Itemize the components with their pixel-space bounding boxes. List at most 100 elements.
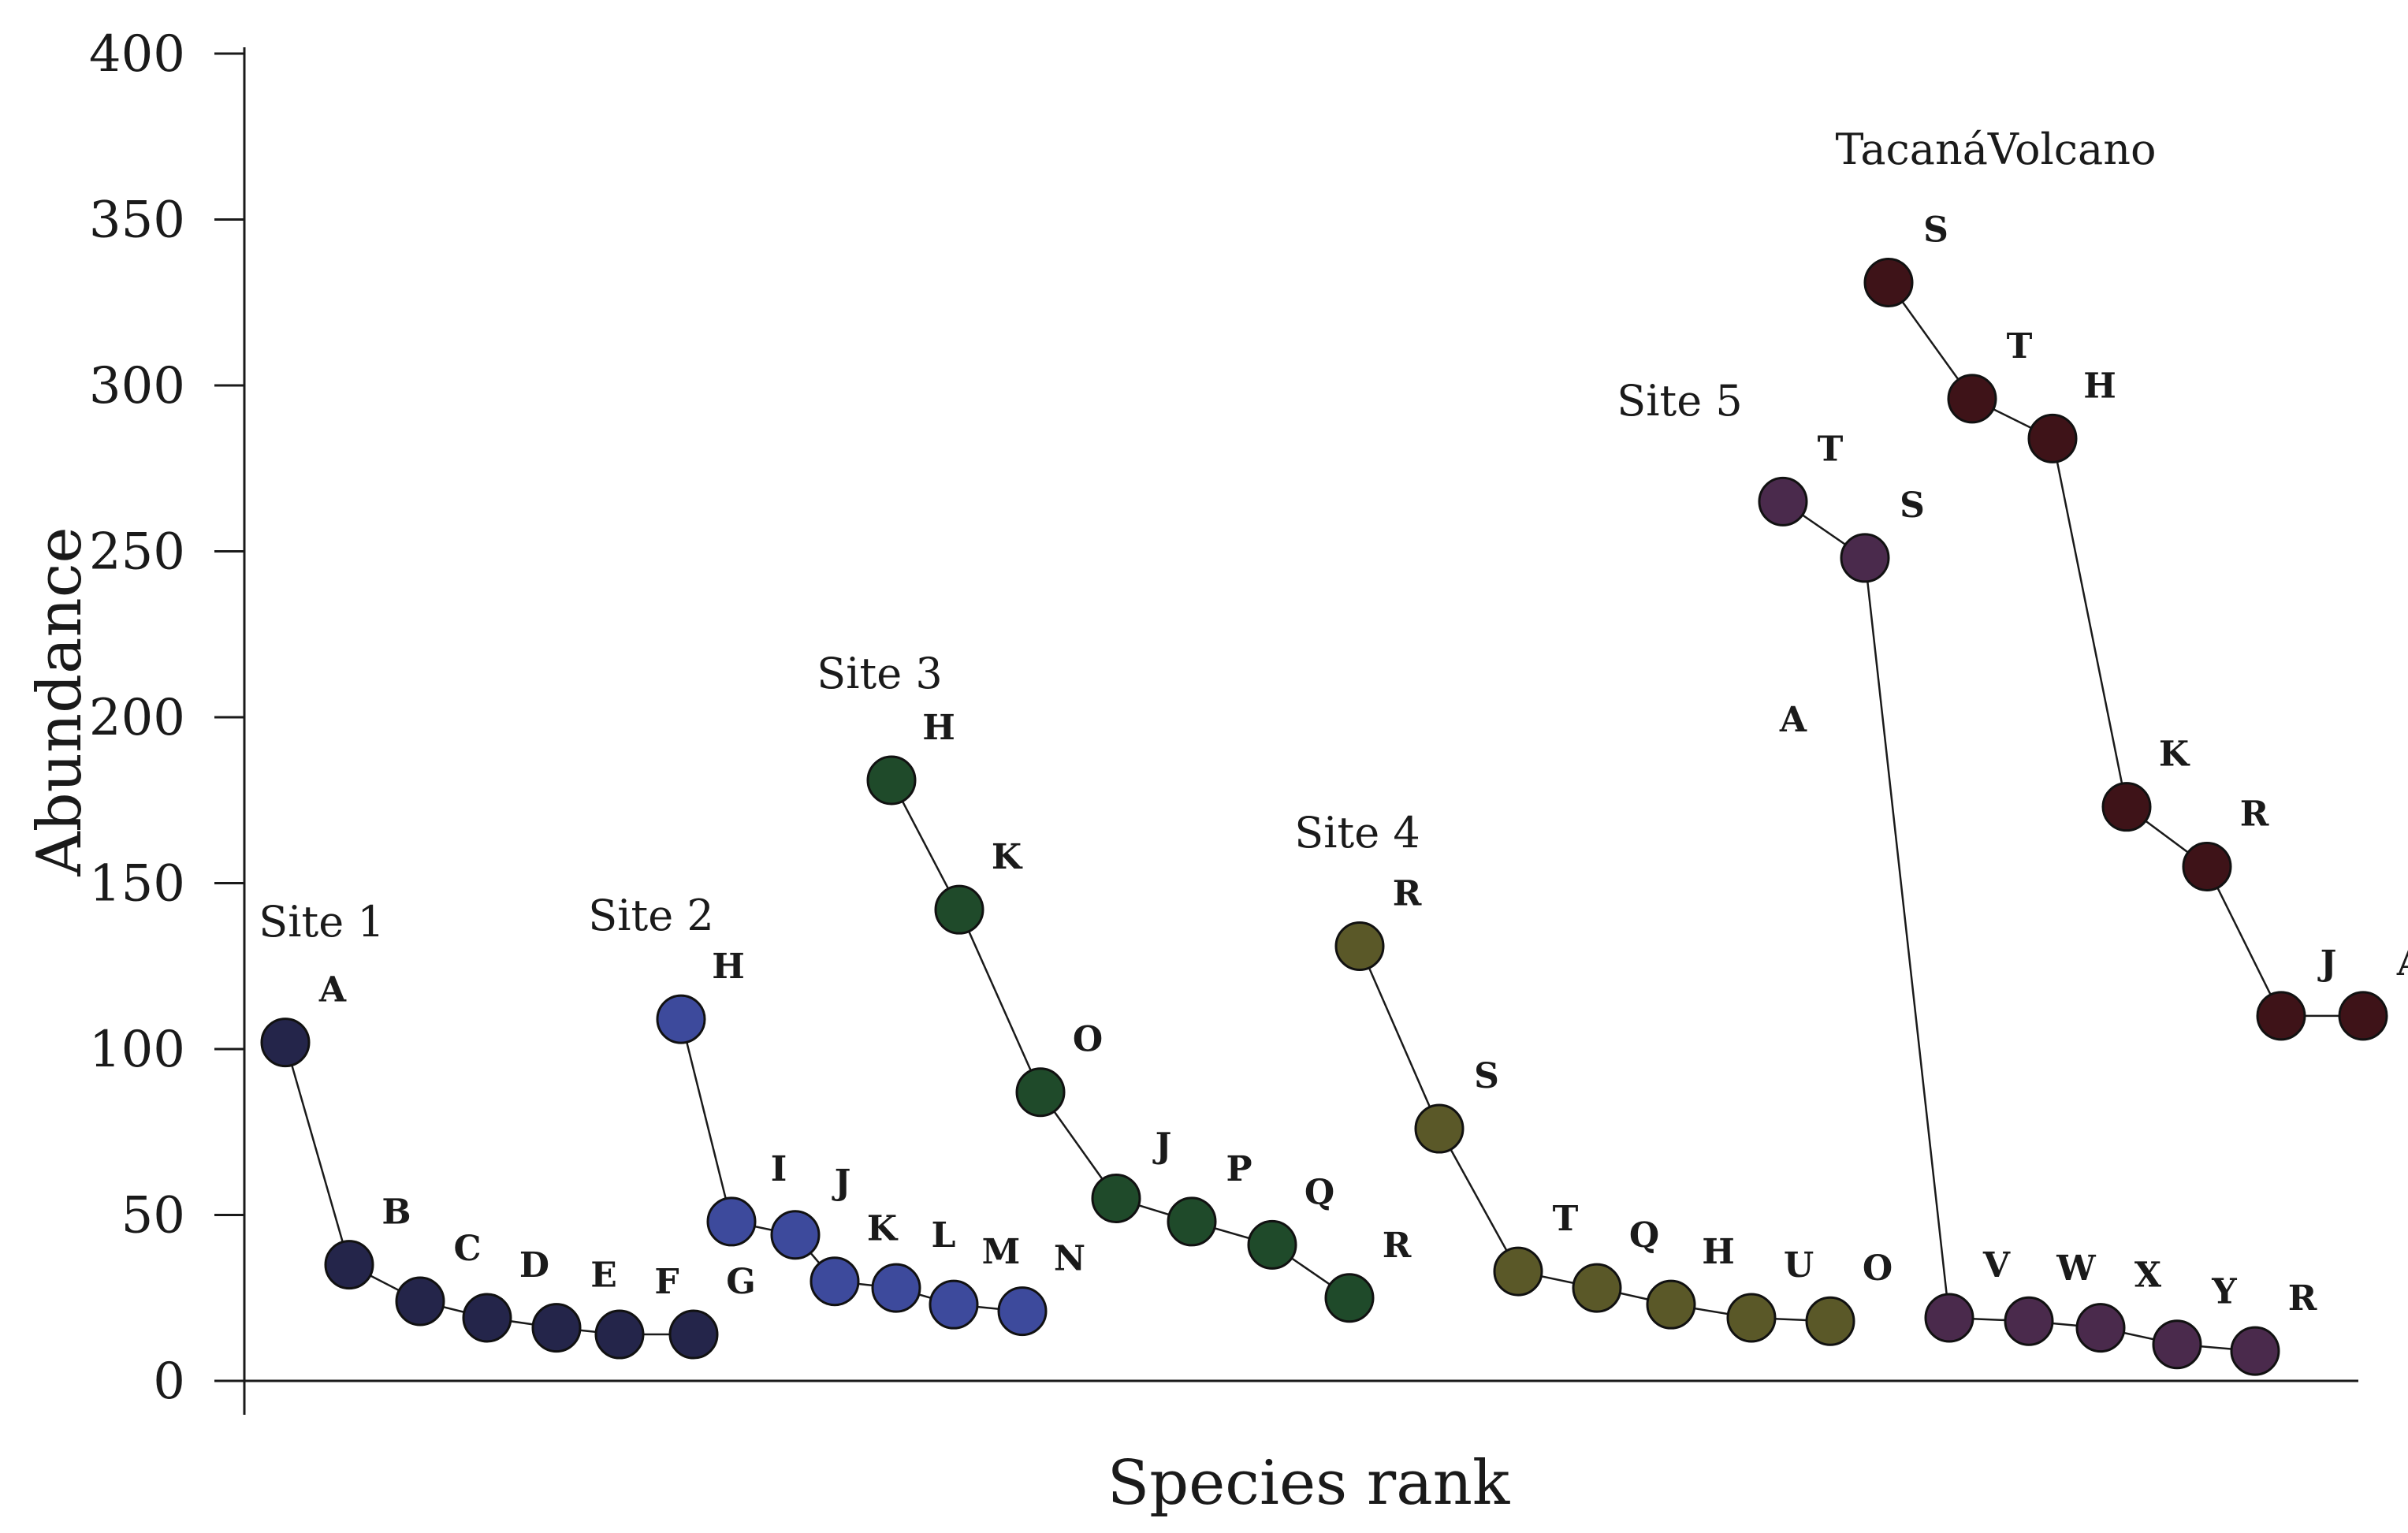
data-point [809, 1256, 860, 1307]
data-point [1947, 374, 1997, 424]
series-line [284, 1042, 694, 1336]
series-site-3: H K O J P Q R Site 3 [817, 649, 1412, 1323]
data-point [706, 1196, 757, 1247]
species-label: F [654, 1262, 679, 1302]
species-label: J [1152, 1126, 1172, 1166]
species-label: N [1054, 1239, 1085, 1279]
data-point [997, 1286, 1048, 1337]
species-label: B [381, 1193, 411, 1233]
data-point [1493, 1246, 1543, 1297]
x-axis-title: Species rank [1107, 1448, 1510, 1519]
data-point [395, 1276, 445, 1326]
series-site-2: H I JK L M N Site 2 [588, 891, 1085, 1337]
series-label: Site 1 [259, 897, 384, 947]
series-label: Site 2 [588, 891, 713, 940]
species-label: Q [1629, 1215, 1659, 1256]
species-label: S [1923, 210, 1948, 250]
species-label: V [1982, 1245, 2011, 1286]
y-tick-label: 150 [89, 855, 185, 913]
species-label: H [1702, 1232, 1735, 1272]
data-point [934, 884, 984, 935]
species-label: E [590, 1256, 617, 1296]
data-point [770, 1210, 821, 1260]
series-label: Site 3 [817, 649, 942, 698]
data-point [1805, 1296, 1855, 1346]
species-label: X [2134, 1256, 2162, 1296]
data-point [2004, 1296, 2054, 1346]
y-tick-label: 0 [153, 1353, 185, 1411]
species-label: C [453, 1229, 481, 1269]
data-point [668, 1309, 719, 1360]
species-label: R [1393, 873, 1422, 913]
species-label: T [2007, 326, 2033, 367]
y-tick-label: 50 [121, 1187, 185, 1245]
y-tick-label: 300 [89, 357, 185, 415]
species-label: P [1226, 1149, 1252, 1189]
species-label: K [992, 837, 1023, 877]
species-label: A [318, 970, 347, 1010]
species-label: J [2317, 943, 2337, 984]
data-point [2182, 841, 2232, 891]
data-point [1414, 1103, 1465, 1154]
series-site-4: R S T Q H U O Site 4 [1294, 808, 1893, 1346]
data-point [260, 1018, 311, 1068]
data-point [1726, 1293, 1777, 1343]
data-point [871, 1263, 921, 1313]
data-point [2256, 991, 2306, 1041]
data-point [462, 1293, 512, 1343]
data-point [1758, 476, 1808, 527]
species-label: H [922, 708, 955, 748]
data-point [2338, 991, 2388, 1041]
species-label: K [2159, 735, 2190, 775]
data-point [1863, 257, 1914, 307]
species-label: I [771, 1149, 787, 1189]
series-label: TacanáVolcano [1836, 125, 2157, 174]
data-point [929, 1279, 979, 1330]
data-point [531, 1303, 582, 1353]
species-label: L [932, 1215, 956, 1256]
species-label: R [1383, 1226, 1412, 1266]
data-point [1334, 921, 1385, 971]
data-point [1167, 1196, 1217, 1247]
species-label: U [1784, 1245, 1814, 1286]
y-axis-title: Abundance [24, 527, 95, 876]
species-label: T [1553, 1199, 1579, 1239]
species-label: Q [1304, 1172, 1334, 1212]
y-tick-label: 250 [89, 523, 185, 582]
data-point [1840, 533, 1890, 583]
y-tick-label: 200 [89, 689, 185, 747]
series-line [1782, 500, 2256, 1353]
species-label: R [2240, 794, 2269, 834]
species-label: H [2083, 366, 2116, 406]
species-label: R [2288, 1278, 2317, 1319]
species-label: O [1073, 1020, 1103, 1060]
species-label: J [832, 1163, 851, 1203]
species-label: Y [2211, 1272, 2237, 1312]
data-point [1324, 1273, 1375, 1323]
species-label: T [1818, 429, 1844, 469]
data-point [324, 1240, 374, 1290]
species-label: M [982, 1232, 1021, 1272]
data-point [1572, 1263, 1622, 1313]
y-tick-label: 350 [89, 192, 185, 250]
species-label: S [1474, 1056, 1499, 1096]
y-ticks: 0 50 100 150 200 250 300 350 400 [89, 25, 244, 1411]
species-label: H [712, 947, 745, 987]
species-label: S [1900, 486, 1925, 526]
series-label: Site 4 [1294, 808, 1420, 858]
series-tacanávolcano: S T H K R J A TacanáVolcano [1836, 125, 2408, 1041]
species-label: A [1779, 700, 1807, 740]
species-label: W [2056, 1248, 2096, 1289]
data-point [1646, 1279, 1696, 1330]
data-point [2027, 413, 2078, 463]
species-label: D [519, 1245, 549, 1286]
data-point [2230, 1326, 2280, 1376]
data-point [1015, 1067, 1066, 1118]
y-tick-label: 400 [89, 25, 185, 84]
data-point [656, 994, 706, 1044]
data-point [866, 755, 917, 806]
y-tick-label: 100 [89, 1021, 185, 1079]
species-label: K [867, 1209, 899, 1249]
data-point [2075, 1303, 2126, 1353]
